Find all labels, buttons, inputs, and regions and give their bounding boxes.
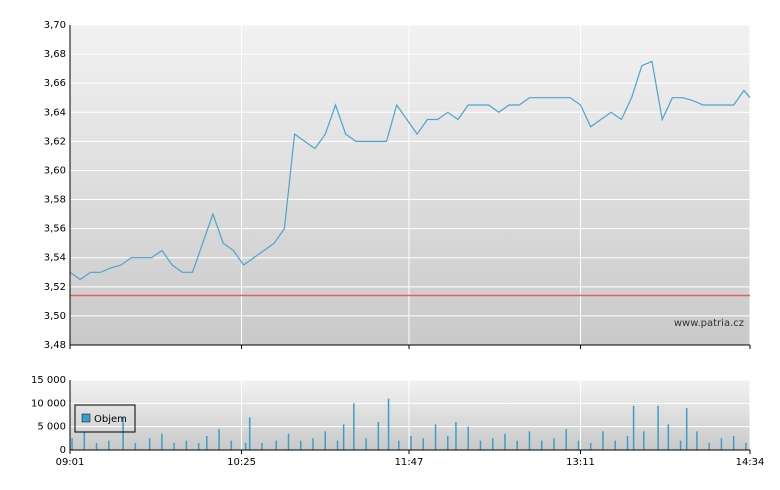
volume-bar	[626, 436, 629, 450]
volume-bar	[197, 443, 200, 450]
y-tick-label: 10 000	[31, 398, 66, 409]
y-tick-label: 5 000	[37, 422, 66, 433]
volume-bar	[275, 440, 277, 450]
plot-background	[70, 25, 750, 345]
volume-bar	[479, 440, 482, 450]
volume-bar	[230, 440, 233, 450]
volume-bar	[387, 398, 390, 450]
y-tick-label: 3,48	[44, 340, 66, 351]
volume-bar	[95, 443, 98, 450]
volume-bar	[398, 440, 400, 450]
volume-bar	[312, 438, 314, 450]
volume-bar	[300, 440, 302, 450]
volume-bar	[657, 405, 659, 450]
x-tick-label: 10:25	[227, 457, 256, 468]
y-tick-label: 3,58	[44, 195, 66, 206]
volume-bar	[108, 440, 110, 450]
volume-bar	[589, 443, 592, 450]
volume-bar	[122, 417, 124, 450]
price-line	[69, 60, 751, 281]
y-tick-label: 3,56	[44, 224, 66, 235]
volume-bar	[667, 424, 670, 450]
volume-bar	[206, 436, 208, 450]
volume-bar	[696, 431, 698, 450]
x-tick-label: 14:34	[736, 457, 765, 468]
volume-bar	[324, 431, 327, 450]
volume-bar	[577, 440, 580, 450]
volume-bar	[732, 436, 735, 450]
volume-bar	[342, 424, 345, 450]
volume-bar	[467, 426, 469, 450]
volume-bar	[410, 436, 412, 450]
y-tick-label: 3,60	[44, 165, 66, 176]
volume-bar	[248, 417, 251, 450]
legend-label: Objem	[94, 414, 127, 425]
volume-bar	[185, 440, 188, 450]
y-tick-label: 15 000	[31, 375, 66, 386]
volume-bar	[614, 440, 616, 450]
legend-swatch	[81, 413, 91, 423]
volume-bar	[491, 438, 494, 450]
volume-bar	[504, 433, 506, 450]
y-tick-label: 3,62	[44, 136, 66, 147]
y-tick-label: 0	[60, 445, 66, 456]
volume-bar	[261, 443, 263, 450]
watermark: www.patria.cz	[674, 318, 744, 329]
volume-bar	[377, 422, 380, 450]
volume-bar	[447, 436, 449, 450]
volume-bar	[148, 438, 151, 450]
x-tick-label: 09:01	[56, 457, 85, 468]
legend-box	[74, 404, 136, 433]
y-tick-label: 3,52	[44, 282, 66, 293]
volume-bar	[455, 422, 457, 450]
volume-bar	[632, 405, 635, 450]
volume-bar	[720, 438, 723, 450]
volume-bar	[161, 433, 163, 450]
volume-bar	[685, 408, 688, 450]
volume-bar	[745, 443, 747, 450]
volume-bar	[540, 440, 543, 450]
volume-bar	[336, 440, 339, 450]
volume-bar	[708, 443, 710, 450]
volume-bar	[679, 440, 682, 450]
volume-bar	[643, 431, 645, 450]
volume-bar	[173, 443, 175, 450]
volume-bar	[83, 431, 86, 450]
x-tick-label: 13:11	[566, 457, 595, 468]
volume-bar	[528, 431, 531, 450]
volume-bar	[553, 438, 555, 450]
legend: Objem	[74, 404, 136, 433]
volume-bar	[244, 443, 247, 450]
volume-bar	[516, 440, 518, 450]
volume-bar	[422, 438, 425, 450]
y-tick-label: 3,50	[44, 311, 66, 322]
y-tick-label: 3,54	[44, 253, 66, 264]
volume-bar	[287, 433, 290, 450]
y-tick-label: 3,68	[44, 49, 66, 60]
volume-bar	[434, 424, 437, 450]
volume-bar	[134, 443, 137, 450]
volume-bar	[71, 438, 73, 450]
volume-bar	[353, 403, 355, 450]
volume-bar	[602, 431, 604, 450]
y-tick-label: 3,64	[44, 107, 66, 118]
y-tick-label: 3,66	[44, 78, 66, 89]
volume-bar	[365, 438, 367, 450]
x-tick-label: 11:47	[395, 457, 424, 468]
y-tick-label: 3,70	[44, 20, 66, 31]
plot-background	[70, 380, 750, 450]
volume-bar	[218, 429, 220, 450]
volume-bar	[565, 429, 567, 450]
